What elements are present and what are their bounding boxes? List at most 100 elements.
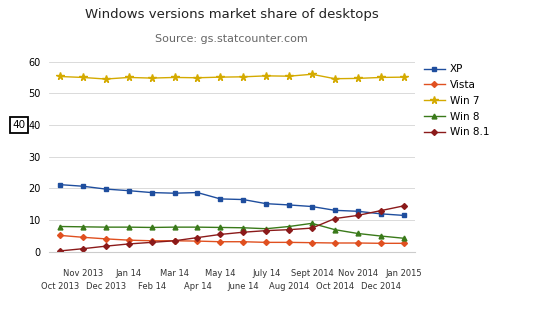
Win 8.1: [102, 244, 109, 248]
Win 7: [400, 75, 407, 79]
XP: [171, 191, 178, 195]
Line: Vista: Vista: [58, 233, 406, 245]
Vista: [80, 235, 86, 239]
Vista: [57, 233, 63, 237]
XP: [240, 198, 246, 202]
Win 7: [217, 75, 224, 79]
Win 7: [171, 75, 178, 79]
Win 7: [240, 75, 246, 79]
XP: [194, 191, 201, 195]
XP: [102, 187, 109, 191]
XP: [263, 202, 270, 206]
Win 7: [286, 74, 292, 78]
Win 7: [331, 77, 338, 81]
Win 8: [377, 234, 384, 238]
Win 8.1: [400, 204, 407, 208]
Vista: [331, 241, 338, 245]
Win 8: [240, 226, 246, 230]
Win 8: [148, 226, 155, 229]
Win 8.1: [57, 249, 63, 253]
Text: Dec 2014: Dec 2014: [361, 282, 400, 291]
Win 8.1: [171, 239, 178, 243]
Win 8: [331, 228, 338, 232]
Text: 40: 40: [12, 120, 26, 130]
Win 8.1: [331, 217, 338, 221]
Line: Win 8.1: Win 8.1: [58, 204, 406, 253]
Win 8: [102, 225, 109, 229]
Text: May 14: May 14: [205, 269, 236, 278]
Win 7: [194, 76, 201, 80]
Win 7: [148, 76, 155, 80]
XP: [217, 197, 224, 201]
Win 8.1: [194, 236, 201, 240]
Win 7: [126, 75, 132, 79]
XP: [377, 212, 384, 216]
Win 7: [57, 74, 63, 78]
XP: [148, 191, 155, 195]
Win 8: [217, 226, 224, 229]
Vista: [240, 240, 246, 244]
Win 8: [57, 225, 63, 228]
Text: July 14: July 14: [252, 269, 280, 278]
XP: [355, 209, 361, 213]
Win 8.1: [355, 214, 361, 217]
Win 8.1: [286, 228, 292, 232]
Win 7: [102, 77, 109, 81]
XP: [126, 189, 132, 193]
Win 8.1: [240, 230, 246, 234]
XP: [57, 183, 63, 187]
Vista: [171, 239, 178, 243]
Win 7: [80, 75, 86, 79]
Text: Apr 14: Apr 14: [184, 282, 211, 291]
Win 8: [355, 231, 361, 235]
XP: [80, 184, 86, 188]
Win 8: [309, 221, 315, 225]
Text: Jan 2015: Jan 2015: [385, 269, 422, 278]
Win 8: [400, 236, 407, 240]
Text: June 14: June 14: [227, 282, 259, 291]
Text: Jan 14: Jan 14: [116, 269, 142, 278]
Text: Oct 2014: Oct 2014: [316, 282, 354, 291]
Win 8: [126, 225, 132, 229]
Win 8.1: [377, 209, 384, 213]
Text: Mar 14: Mar 14: [160, 269, 189, 278]
Text: Nov 2013: Nov 2013: [63, 269, 103, 278]
Text: Dec 2013: Dec 2013: [86, 282, 126, 291]
Line: Win 7: Win 7: [56, 71, 407, 83]
XP: [309, 204, 315, 208]
Vista: [194, 239, 201, 243]
Vista: [148, 239, 155, 243]
Text: Sept 2014: Sept 2014: [291, 269, 333, 278]
Text: Feb 14: Feb 14: [137, 282, 165, 291]
Text: Aug 2014: Aug 2014: [269, 282, 309, 291]
Vista: [217, 240, 224, 244]
Win 8: [194, 225, 201, 229]
XP: [331, 208, 338, 212]
Win 8: [80, 225, 86, 229]
Win 7: [377, 75, 384, 79]
Vista: [286, 240, 292, 244]
Win 8: [263, 227, 270, 231]
Win 7: [355, 76, 361, 80]
Vista: [309, 241, 315, 245]
Vista: [355, 241, 361, 245]
Text: Nov 2014: Nov 2014: [338, 269, 378, 278]
Line: XP: XP: [58, 182, 406, 218]
Line: Win 8: Win 8: [58, 221, 406, 241]
Text: Source: gs.statcounter.com: Source: gs.statcounter.com: [155, 34, 308, 44]
Vista: [263, 240, 270, 244]
Text: Oct 2013: Oct 2013: [41, 282, 79, 291]
Vista: [377, 241, 384, 245]
Legend: XP, Vista, Win 7, Win 8, Win 8.1: XP, Vista, Win 7, Win 8, Win 8.1: [424, 64, 489, 137]
XP: [400, 214, 407, 217]
Text: Windows versions market share of desktops: Windows versions market share of desktop…: [85, 8, 378, 21]
Win 8: [171, 225, 178, 229]
Win 8.1: [126, 242, 132, 246]
Vista: [400, 241, 407, 245]
Win 8.1: [309, 226, 315, 230]
Win 7: [263, 74, 270, 78]
Vista: [102, 237, 109, 241]
Win 8.1: [217, 232, 224, 236]
Win 8.1: [263, 229, 270, 233]
Vista: [126, 238, 132, 242]
